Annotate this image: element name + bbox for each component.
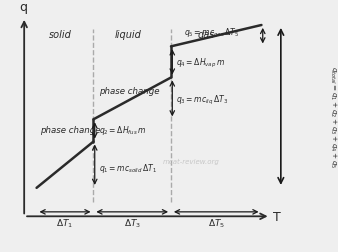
Text: $q_3 = mc_{liq}\,\Delta T_3$: $q_3 = mc_{liq}\,\Delta T_3$	[176, 94, 228, 107]
Text: solid: solid	[48, 29, 71, 39]
Text: $q_{total} = q_1 + q_2 + q_3 + q_4 + q_5$: $q_{total} = q_1 + q_2 + q_3 + q_4 + q_5…	[328, 66, 338, 168]
Text: $q_4 = \Delta H_{vap}\,m$: $q_4 = \Delta H_{vap}\,m$	[176, 57, 225, 70]
Text: liquid: liquid	[115, 29, 142, 39]
Text: q: q	[19, 2, 27, 14]
Text: gas: gas	[197, 29, 215, 39]
Text: $q_2 = \Delta H_{fus}\,m$: $q_2 = \Delta H_{fus}\,m$	[99, 124, 146, 137]
Text: $q_1 = mc_{solid}\,\Delta T_1$: $q_1 = mc_{solid}\,\Delta T_1$	[99, 161, 157, 174]
Text: mcat-review.org: mcat-review.org	[163, 159, 220, 165]
Text: $\Delta T_3$: $\Delta T_3$	[124, 216, 141, 229]
Text: $q_5 = mc_{gas}\,\Delta T_5$: $q_5 = mc_{gas}\,\Delta T_5$	[184, 26, 239, 40]
Text: phase change: phase change	[99, 87, 159, 96]
Text: $\Delta T_5$: $\Delta T_5$	[208, 216, 225, 229]
Text: phase change: phase change	[41, 125, 101, 134]
Text: $\Delta T_1$: $\Delta T_1$	[56, 216, 74, 229]
Text: T: T	[273, 210, 281, 223]
